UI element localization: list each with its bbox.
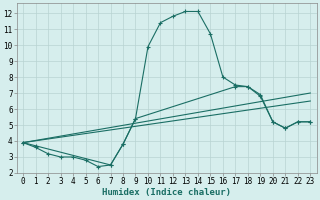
X-axis label: Humidex (Indice chaleur): Humidex (Indice chaleur) (102, 188, 231, 197)
